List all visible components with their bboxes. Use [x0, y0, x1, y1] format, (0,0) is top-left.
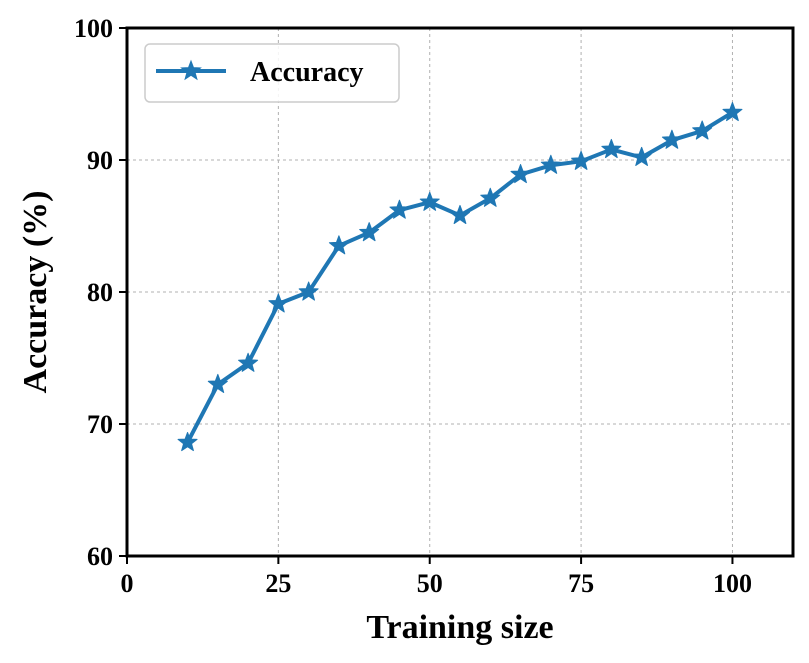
x-axis-label: Training size — [366, 609, 553, 646]
data-point-marker — [510, 164, 531, 184]
y-tick-label: 100 — [74, 14, 113, 43]
data-point-marker — [480, 187, 501, 207]
x-tick-label: 100 — [713, 569, 752, 598]
data-point-marker — [661, 129, 682, 149]
data-point-marker — [389, 199, 410, 219]
x-tick-label: 75 — [568, 569, 594, 598]
data-point-marker — [692, 120, 713, 140]
legend-label: Accuracy — [250, 57, 364, 88]
y-axis-label: Accuracy (%) — [17, 191, 54, 394]
x-tick-label: 50 — [417, 569, 443, 598]
data-point-marker — [449, 204, 471, 225]
series-layer — [177, 101, 743, 452]
data-point-marker — [419, 191, 440, 211]
data-point-marker — [238, 352, 259, 372]
grid-lines — [126, 27, 793, 557]
data-point-marker — [328, 235, 349, 255]
data-point-marker — [298, 281, 319, 301]
legend-star-marker — [180, 59, 202, 81]
y-tick-label: 60 — [87, 542, 113, 571]
data-point-marker — [571, 150, 592, 170]
series-line — [185, 110, 735, 445]
y-tick-label: 80 — [87, 278, 113, 307]
axis-ticks: 0 25 50 75 100 60 70 80 90 100 — [74, 14, 752, 598]
y-tick-label: 70 — [87, 410, 113, 439]
legend: Accuracy — [144, 43, 400, 103]
data-point-marker — [207, 373, 228, 393]
x-tick-label: 0 — [121, 569, 134, 598]
data-point-marker — [631, 146, 652, 166]
data-point-marker — [540, 154, 561, 174]
x-tick-label: 25 — [265, 569, 291, 598]
data-point-marker — [359, 222, 380, 242]
y-tick-label: 90 — [87, 146, 113, 175]
data-point-marker — [177, 431, 198, 452]
legend-box — [144, 43, 400, 103]
data-point-marker — [601, 138, 622, 159]
data-point-marker — [722, 101, 743, 122]
data-point-marker — [268, 293, 289, 313]
